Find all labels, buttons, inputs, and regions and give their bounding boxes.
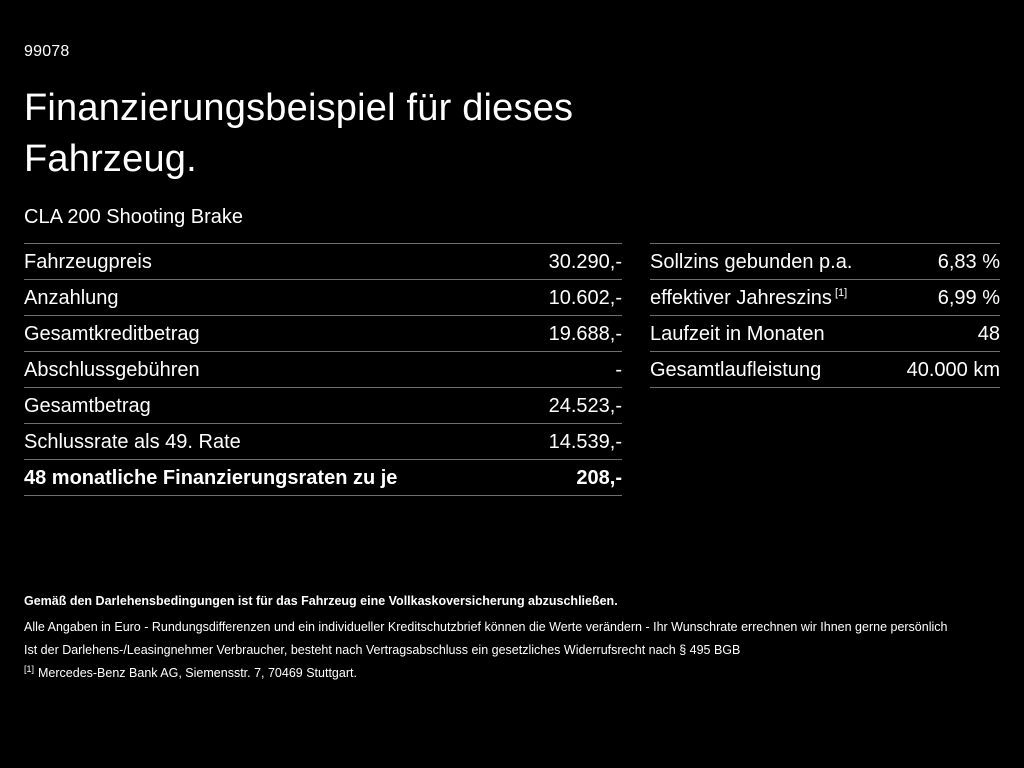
table-row-gesamtlaufleistung: Gesamtlaufleistung 40.000 km — [650, 351, 1000, 388]
row-value: 14.539,- — [548, 431, 622, 453]
row-label-text: effektiver Jahreszins — [650, 287, 832, 309]
row-label: effektiver Jahreszins [1] — [650, 286, 847, 310]
footnote-widerrufsrecht: Ist der Darlehens-/Leasingnehmer Verbrau… — [24, 643, 741, 657]
footnote-ref-text: Mercedes-Benz Bank AG, Siemensstr. 7, 70… — [38, 666, 357, 680]
row-value: 24.523,- — [548, 395, 622, 417]
vehicle-model: CLA 200 Shooting Brake — [24, 206, 244, 228]
page-title: Finanzierungsbeispiel für dieses Fahrzeug… — [24, 83, 1000, 185]
row-label: Gesamtlaufleistung — [650, 359, 822, 381]
row-value: 6,99 % — [937, 287, 1000, 309]
page-title-line2: Fahrzeug. — [24, 138, 197, 180]
table-row-anzahlung: Anzahlung 10.602,- — [24, 279, 622, 315]
footnotes: Gemäß den Darlehensbedingungen ist für d… — [24, 594, 1000, 689]
row-label: Schlussrate als 49. Rate — [24, 431, 241, 453]
row-label: Abschlussgebühren — [24, 359, 200, 381]
page-title-line1: Finanzierungsbeispiel für dieses — [24, 87, 574, 129]
row-label: Gesamtbetrag — [24, 395, 151, 417]
footnote-insurance: Gemäß den Darlehensbedingungen ist für d… — [24, 594, 618, 608]
footnote-marker: [1] — [834, 287, 848, 300]
financing-amounts-table: Fahrzeugpreis 30.290,- Anzahlung 10.602,… — [24, 243, 622, 496]
row-label: Fahrzeugpreis — [24, 251, 152, 273]
row-value: 48 — [977, 323, 1000, 345]
table-row-monatsrate: 48 monatliche Finanzierungsraten zu je 2… — [24, 459, 622, 496]
table-row-effektiver-jahreszins: effektiver Jahreszins [1] 6,99 % — [650, 279, 1000, 315]
row-value: 208,- — [576, 467, 622, 489]
table-row-abschlussgebuehren: Abschlussgebühren - — [24, 351, 622, 387]
footnote-ref-marker: [1] — [24, 663, 35, 674]
row-label: Laufzeit in Monaten — [650, 323, 825, 345]
table-row-fahrzeugpreis: Fahrzeugpreis 30.290,- — [24, 243, 622, 279]
row-label: Anzahlung — [24, 287, 119, 309]
financing-conditions-table: Sollzins gebunden p.a. 6,83 % effektiver… — [650, 243, 1000, 388]
footnote-rounding: Alle Angaben in Euro - Rundungsdifferenz… — [24, 620, 948, 634]
row-value: 10.602,- — [548, 287, 622, 309]
row-label: Gesamtkreditbetrag — [24, 323, 200, 345]
row-value: 30.290,- — [548, 251, 622, 273]
table-row-schlussrate: Schlussrate als 49. Rate 14.539,- — [24, 423, 622, 459]
row-label: Sollzins gebunden p.a. — [650, 251, 853, 273]
footnote-bank-reference: [1] Mercedes-Benz Bank AG, Siemensstr. 7,… — [24, 663, 1000, 681]
row-value: 40.000 km — [906, 359, 1000, 381]
row-value: 19.688,- — [548, 323, 622, 345]
table-row-laufzeit: Laufzeit in Monaten 48 — [650, 315, 1000, 351]
table-row-gesamtkreditbetrag: Gesamtkreditbetrag 19.688,- — [24, 315, 622, 351]
financing-tables: Fahrzeugpreis 30.290,- Anzahlung 10.602,… — [24, 243, 1000, 496]
row-value: - — [615, 359, 622, 381]
row-value: 6,83 % — [937, 251, 1000, 273]
document-number: 99078 — [24, 43, 70, 60]
table-row-gesamtbetrag: Gesamtbetrag 24.523,- — [24, 387, 622, 423]
row-label: 48 monatliche Finanzierungsraten zu je — [24, 467, 398, 489]
table-row-sollzins: Sollzins gebunden p.a. 6,83 % — [650, 243, 1000, 279]
